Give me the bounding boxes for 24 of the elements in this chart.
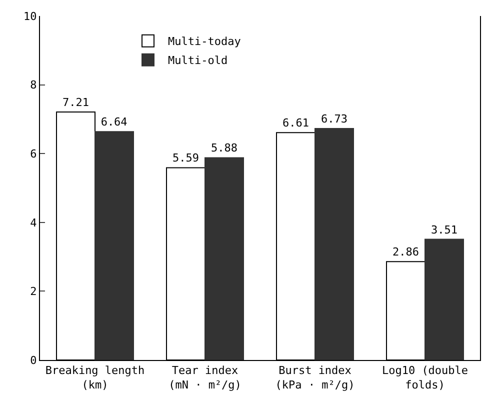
y-tick-label: 8 bbox=[30, 78, 37, 92]
x-tick-label: Breaking length (km) bbox=[45, 364, 145, 392]
legend-label: Multi-today bbox=[168, 35, 242, 48]
data-label: 6.73 bbox=[321, 112, 348, 126]
y-tick-label: 6 bbox=[30, 147, 37, 160]
bar bbox=[424, 238, 464, 360]
data-label: 6.61 bbox=[282, 116, 309, 130]
bar bbox=[314, 128, 354, 360]
data-label: 2.86 bbox=[392, 246, 419, 259]
legend-label: Multi-old bbox=[168, 54, 228, 68]
bar bbox=[204, 157, 244, 360]
x-tick-label: Tear index (mN · m²/g) bbox=[168, 364, 242, 392]
y-tick-label: 0 bbox=[30, 354, 37, 367]
y-tick-label: 4 bbox=[30, 216, 38, 230]
data-label: 3.51 bbox=[431, 223, 458, 236]
y-tick-label: 10 bbox=[24, 10, 37, 23]
data-label: 6.64 bbox=[100, 116, 128, 129]
x-tick-label: Log10 (double folds) bbox=[382, 364, 468, 392]
bar bbox=[94, 131, 134, 360]
x-tick-label: Burst index (kPa · m²/g) bbox=[275, 364, 355, 392]
data-label: 5.59 bbox=[172, 152, 199, 165]
y-tick-label: 2 bbox=[30, 285, 37, 298]
data-label: 7.21 bbox=[62, 96, 89, 109]
data-label: 5.88 bbox=[211, 142, 238, 155]
